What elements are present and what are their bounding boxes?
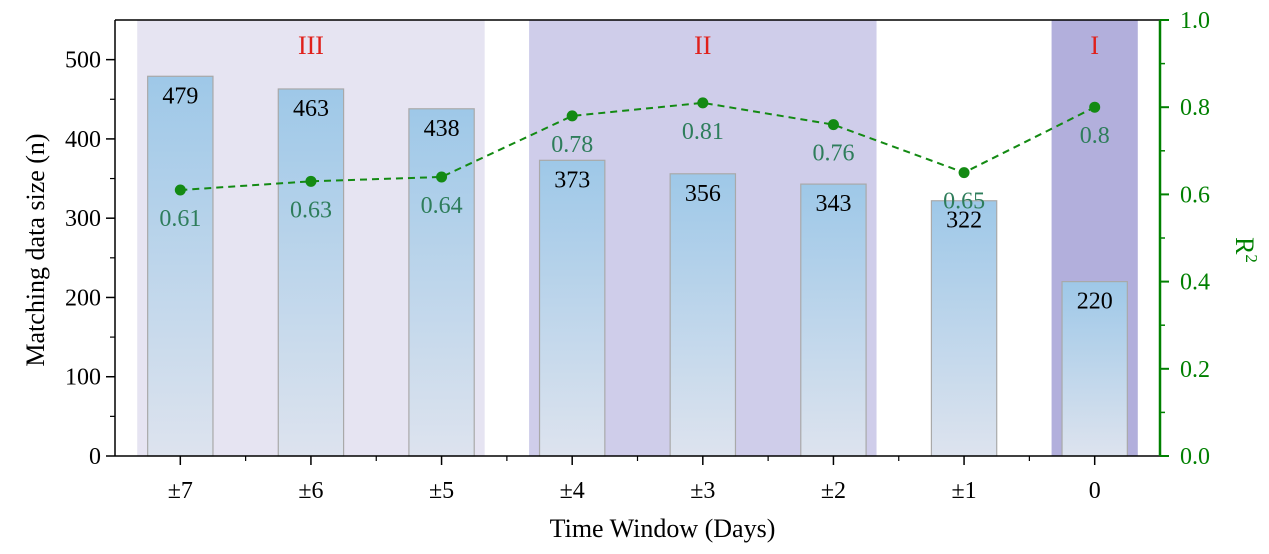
x-tick-label-5: ±2 bbox=[821, 478, 846, 504]
y2-tick-label-2: 0.4 bbox=[1180, 270, 1210, 296]
r2-point-1 bbox=[305, 175, 317, 187]
x-tick-label-2: ±5 bbox=[429, 478, 454, 504]
bar-value-label-6: 322 bbox=[946, 208, 982, 234]
y2-tick-label-5: 1.0 bbox=[1180, 8, 1210, 34]
y2-tick-label-1: 0.2 bbox=[1180, 357, 1210, 383]
bar-value-label-5: 343 bbox=[815, 191, 851, 217]
y-tick-label-3: 300 bbox=[65, 206, 101, 232]
x-axis-title: Time Window (Days) bbox=[550, 514, 776, 543]
bar-3 bbox=[538, 159, 606, 457]
region-label-III: III bbox=[298, 31, 324, 60]
region-label-I: I bbox=[1090, 31, 1099, 60]
r2-point-2 bbox=[436, 171, 448, 183]
y2-axis-title-main: R bbox=[1230, 237, 1259, 255]
y2-axis-title: R2 bbox=[1230, 237, 1261, 263]
r2-value-label-0: 0.61 bbox=[159, 206, 201, 232]
r2-value-label-7: 0.8 bbox=[1080, 123, 1110, 149]
r2-point-4 bbox=[697, 97, 709, 109]
y-tick-label-1: 100 bbox=[65, 365, 101, 391]
y2-tick-label-3: 0.6 bbox=[1180, 182, 1210, 208]
y2-tick-label-4: 0.8 bbox=[1180, 95, 1210, 121]
r2-value-label-4: 0.81 bbox=[682, 119, 724, 145]
region-label-II: II bbox=[694, 31, 711, 60]
y-tick-label-0: 0 bbox=[89, 444, 101, 470]
y-tick-label-4: 400 bbox=[65, 127, 101, 153]
y-tick-label-2: 200 bbox=[65, 285, 101, 311]
bar-4 bbox=[669, 173, 737, 457]
x-tick-label-0: ±7 bbox=[168, 478, 193, 504]
bar-value-label-3: 373 bbox=[554, 167, 590, 193]
r2-series-line bbox=[180, 101, 1096, 192]
r2-value-label-2: 0.64 bbox=[421, 193, 463, 219]
r2-point-5 bbox=[827, 119, 839, 131]
r2-point-6 bbox=[958, 167, 970, 179]
y2-axis-title-sup: 2 bbox=[1242, 254, 1261, 263]
bar-value-label-1: 463 bbox=[293, 96, 329, 122]
r2-value-label-3: 0.78 bbox=[551, 132, 593, 158]
r2-line-layer bbox=[174, 97, 1101, 196]
bar-7 bbox=[1061, 281, 1128, 457]
bar-2 bbox=[408, 108, 475, 457]
axes-layer: 0 100 200 300 400 500 0.0 0.2 0.4 0.6 0.8 1.0 ±7 ±6 ±5… bbox=[21, 8, 1261, 543]
x-tick-label-6: ±1 bbox=[951, 478, 976, 504]
bar-value-label-4: 356 bbox=[685, 181, 721, 207]
bar-value-label-7: 220 bbox=[1077, 289, 1113, 315]
bar-value-label-0: 479 bbox=[162, 83, 198, 109]
y-tick-label-5: 500 bbox=[65, 48, 101, 74]
bar-5 bbox=[800, 183, 867, 457]
r2-point-3 bbox=[566, 110, 578, 122]
y2-tick-label-0: 0.0 bbox=[1180, 444, 1210, 470]
r2-point-7 bbox=[1089, 101, 1101, 113]
x-tick-label-3: ±4 bbox=[560, 478, 585, 504]
x-tick-label-4: ±3 bbox=[690, 478, 715, 504]
x-tick-label-1: ±6 bbox=[298, 478, 323, 504]
bar-6 bbox=[930, 200, 998, 457]
x-tick-label-7: 0 bbox=[1089, 478, 1101, 504]
bar-value-label-2: 438 bbox=[424, 116, 460, 142]
bar-0 bbox=[147, 75, 214, 457]
r2-value-label-5: 0.76 bbox=[812, 141, 854, 167]
r2-point-0 bbox=[174, 184, 186, 196]
bar-1 bbox=[277, 88, 345, 457]
y-axis-title: Matching data size (n) bbox=[21, 133, 50, 366]
r2-value-label-6: 0.65 bbox=[943, 189, 985, 215]
r2-value-label-1: 0.63 bbox=[290, 197, 332, 223]
bars-layer bbox=[147, 75, 1128, 457]
